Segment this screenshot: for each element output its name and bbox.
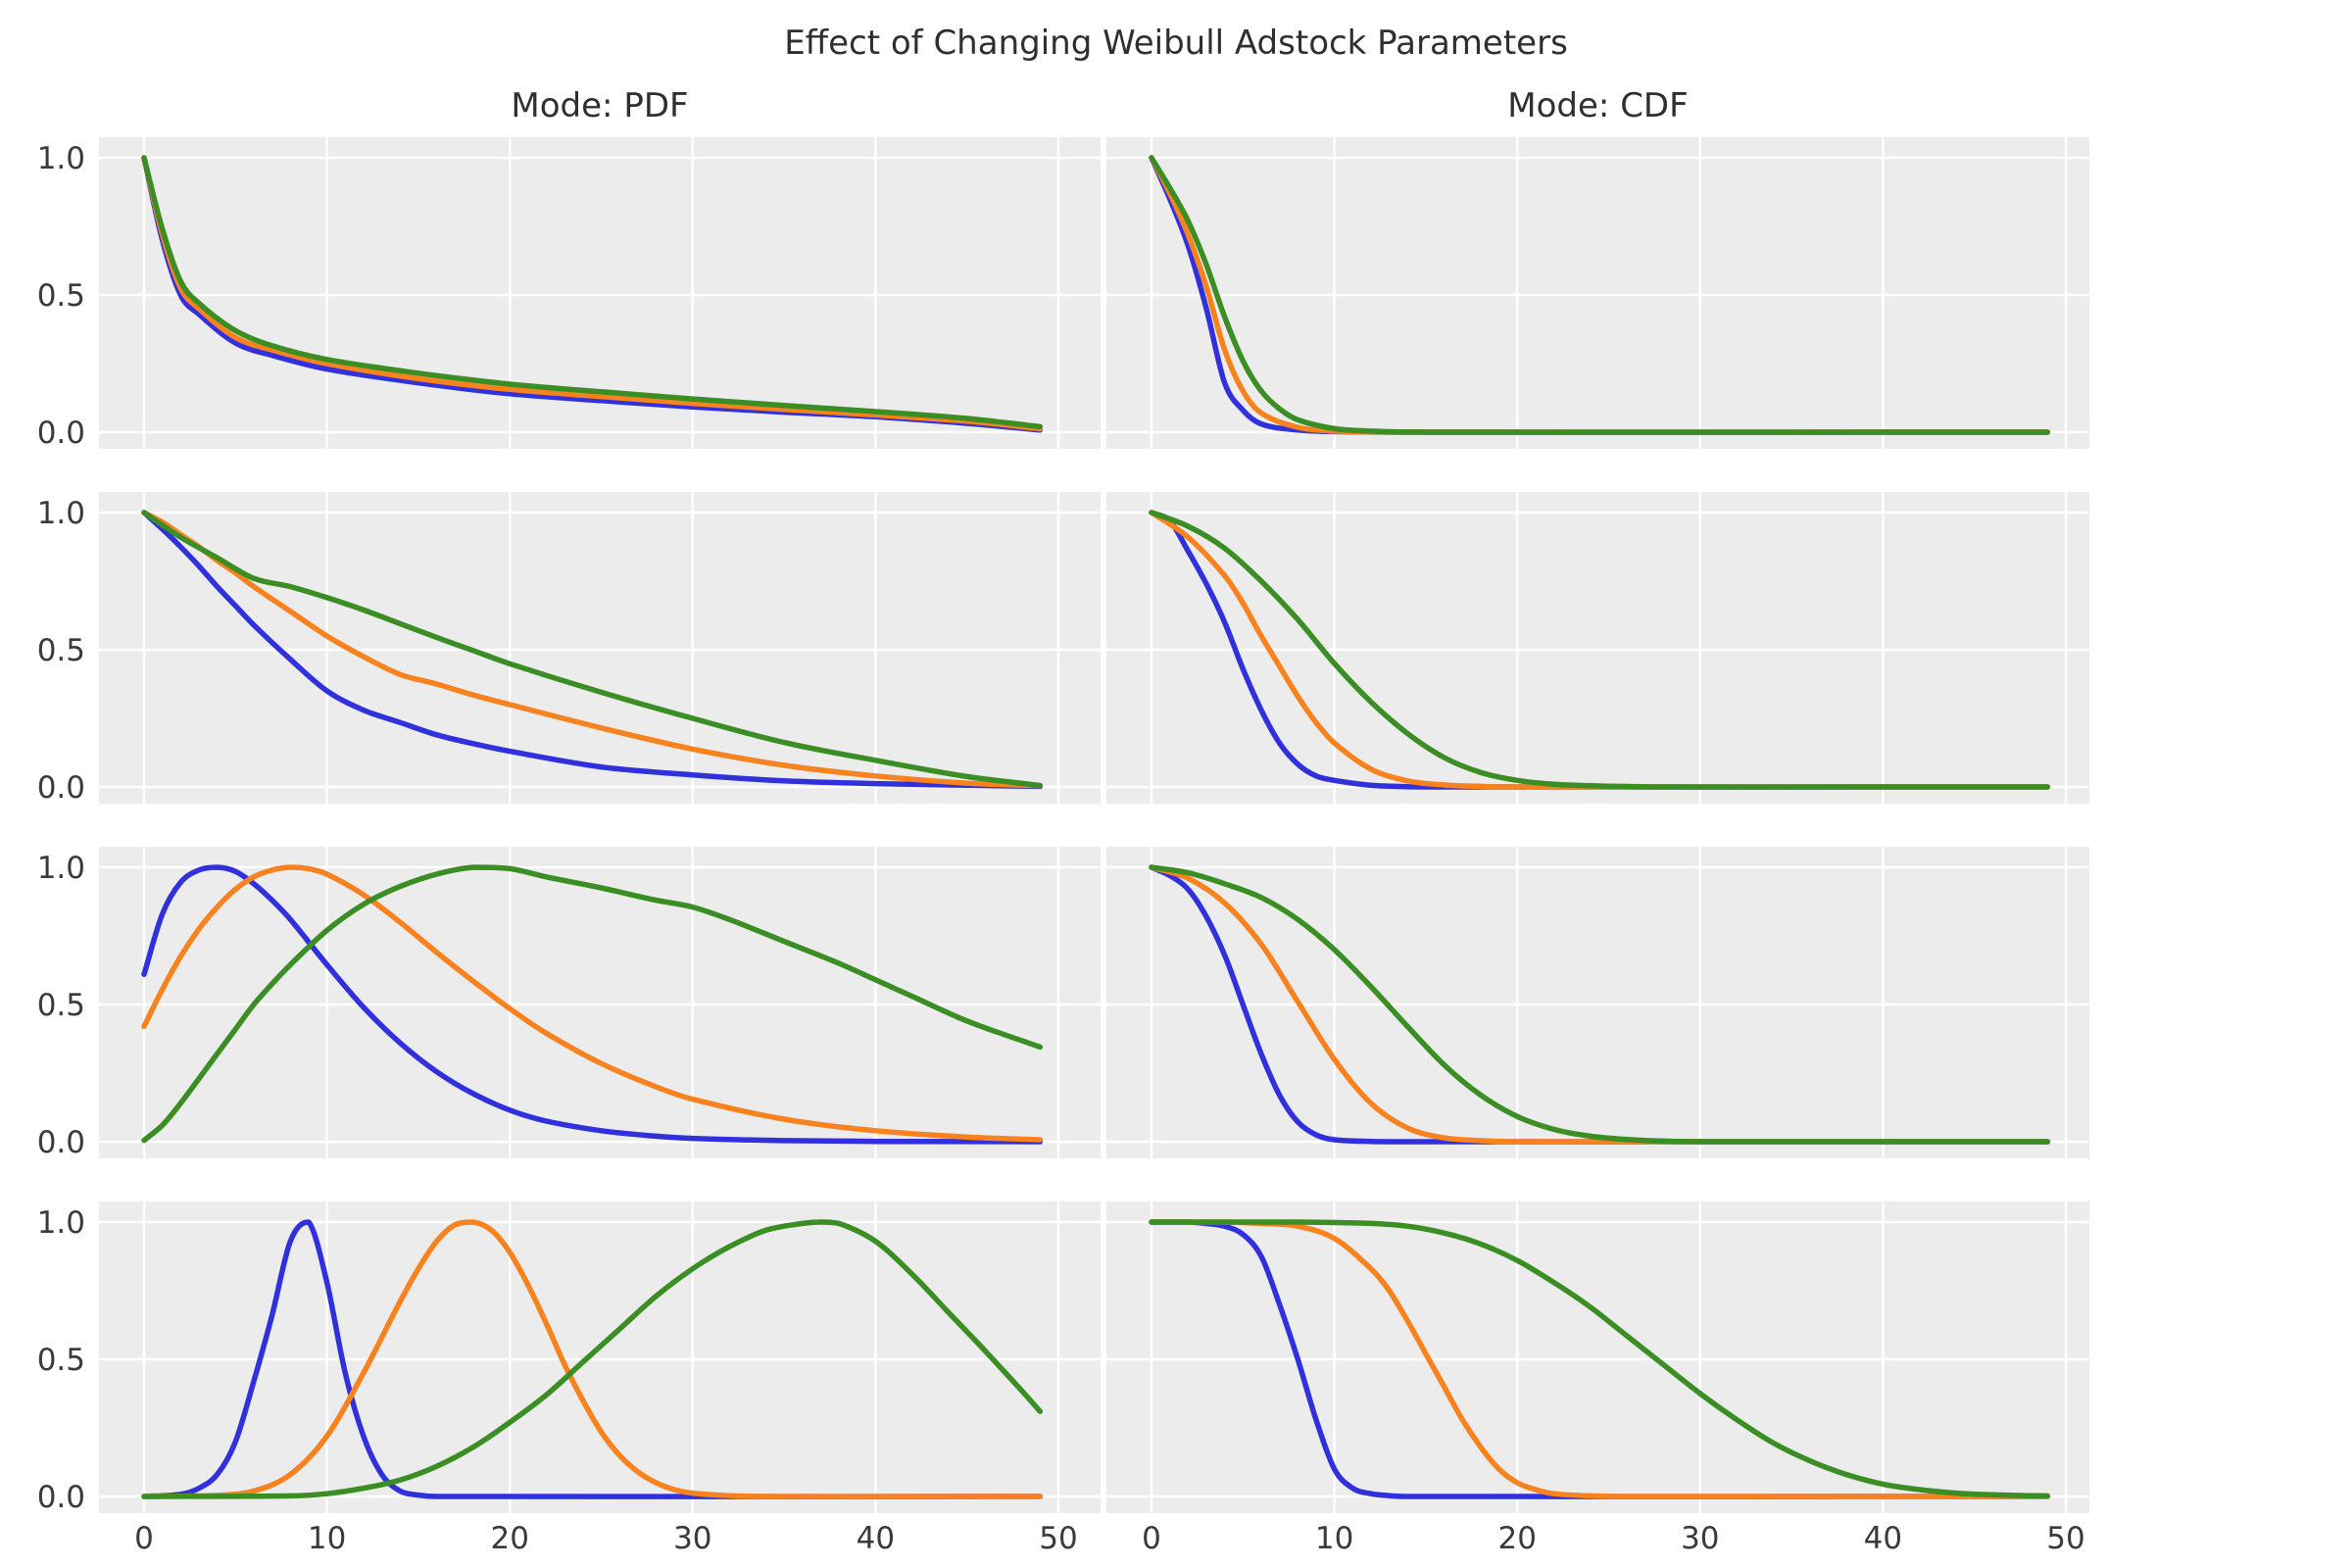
x-tick-label: 30 — [673, 1521, 711, 1556]
curve-row2-pdf-green — [141, 510, 1044, 789]
plot-panel-row4-pdf — [99, 1201, 1101, 1513]
curve-row3-cdf-orange — [1149, 864, 2051, 1145]
y-tick-label-row2: 0.0 — [37, 770, 85, 806]
x-tick-label: 0 — [1142, 1521, 1161, 1556]
y-tick-label-row3: 1.0 — [37, 851, 85, 886]
figure-suptitle: Effect of Changing Weibull Adstock Param… — [784, 24, 1568, 63]
x-tick-label: 30 — [1681, 1521, 1719, 1556]
y-tick-label-row4: 0.0 — [37, 1480, 85, 1515]
curve-row4-cdf-orange — [1149, 1219, 2051, 1499]
curve-row4-pdf-orange — [141, 1219, 1044, 1499]
curve-row2-pdf-blue — [141, 510, 1044, 790]
y-tick-label-row1: 1.0 — [37, 141, 85, 176]
curve-row4-pdf-blue — [141, 1219, 1044, 1499]
plot-panel-row4-cdf — [1106, 1201, 2089, 1513]
curve-row3-cdf-green — [1149, 864, 2051, 1145]
curve-row1-cdf-green — [1149, 155, 2051, 435]
x-tick-label: 50 — [2046, 1521, 2084, 1556]
column-title-pdf: Mode: PDF — [511, 86, 689, 125]
curve-row1-pdf-green — [141, 155, 1044, 430]
x-tick-label: 10 — [308, 1521, 346, 1556]
curve-row1-pdf-orange — [141, 155, 1044, 432]
curve-row4-pdf-green — [141, 1219, 1044, 1499]
x-tick-label: 20 — [1497, 1521, 1536, 1556]
plot-panel-row2-cdf — [1106, 492, 2089, 804]
curve-row3-pdf-blue — [141, 864, 1044, 1145]
plot-panel-row2-pdf — [99, 492, 1101, 804]
curve-row2-cdf-green — [1149, 510, 2051, 790]
x-tick-label: 40 — [1864, 1521, 1902, 1556]
curve-row3-pdf-orange — [141, 864, 1044, 1143]
x-tick-label: 20 — [490, 1521, 528, 1556]
x-tick-label: 0 — [134, 1521, 154, 1556]
curve-row4-cdf-green — [1149, 1219, 2051, 1499]
x-tick-label: 50 — [1039, 1521, 1077, 1556]
curve-row4-cdf-blue — [1149, 1219, 2051, 1499]
y-tick-label-row3: 0.5 — [37, 988, 85, 1023]
y-tick-label-row4: 0.5 — [37, 1343, 85, 1378]
y-tick-label-row1: 0.0 — [37, 416, 85, 451]
y-tick-label-row2: 0.5 — [37, 633, 85, 668]
x-tick-label: 10 — [1315, 1521, 1353, 1556]
y-tick-label-row2: 1.0 — [37, 496, 85, 531]
plot-panel-row3-pdf — [99, 847, 1101, 1158]
x-tick-label: 40 — [857, 1521, 895, 1556]
curve-row3-pdf-green — [141, 864, 1044, 1144]
y-tick-label-row4: 1.0 — [37, 1205, 85, 1241]
column-title-cdf: Mode: CDF — [1507, 86, 1689, 125]
plot-panel-row3-cdf — [1106, 847, 2089, 1158]
y-tick-label-row1: 0.5 — [37, 278, 85, 314]
curve-row2-cdf-orange — [1149, 510, 2051, 790]
y-tick-label-row3: 0.0 — [37, 1125, 85, 1160]
plot-panel-row1-cdf — [1106, 137, 2089, 449]
